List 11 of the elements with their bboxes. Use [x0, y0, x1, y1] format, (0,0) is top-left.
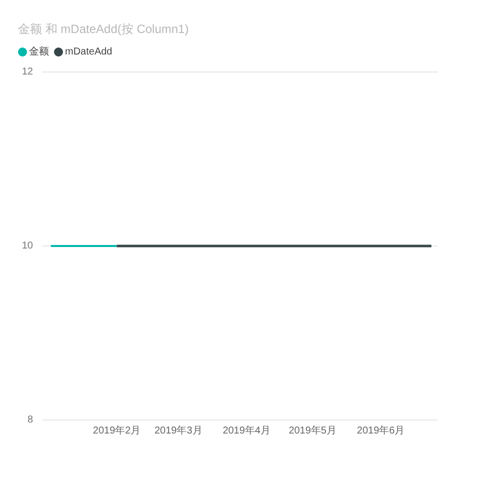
title: 金额 和 mDateAdd(按 Column1): [18, 22, 189, 36]
x-tick-label: 2019年5月: [288, 426, 336, 436]
legend-label: mDateAdd: [65, 46, 112, 58]
legend-label: 金额: [29, 46, 49, 58]
y-tick-label: 12: [22, 66, 33, 78]
y-tick-label: 8: [27, 414, 33, 426]
x-tick-label: 2019年3月: [154, 426, 202, 436]
y-tick-label: 10: [22, 240, 33, 252]
x-tick-label: 2019年4月: [222, 426, 270, 436]
x-tick-label: 2019年2月: [92, 426, 141, 436]
x-tick-label: 2019年6月: [356, 426, 405, 436]
